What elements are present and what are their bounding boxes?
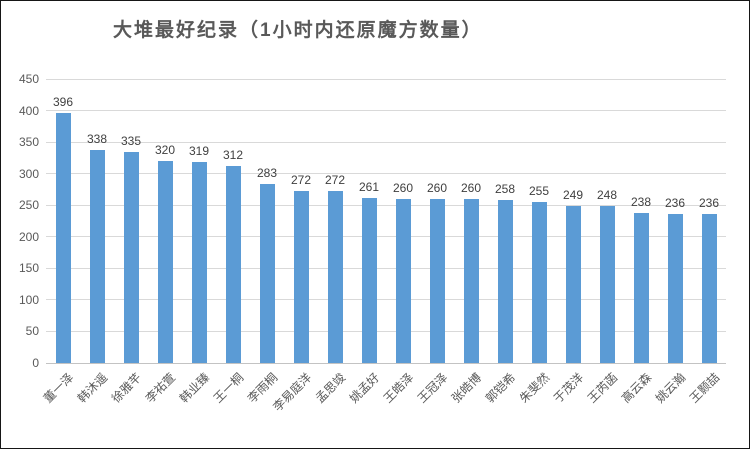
- value-label-王芮菡: 248: [596, 188, 618, 202]
- bar-王颢喆: [701, 214, 717, 363]
- y-axis-tick-300: 300: [18, 166, 39, 181]
- bar-董一泽: [55, 113, 71, 363]
- value-label-姚孟好: 261: [358, 180, 380, 194]
- x-axis-label-高云森: 高云森: [618, 370, 655, 406]
- y-axis-tick-0: 0: [32, 356, 39, 370]
- value-label-王皓泽: 260: [392, 181, 414, 195]
- value-label-王颢喆: 236: [698, 196, 720, 210]
- y-axis-tick-350: 350: [18, 135, 39, 150]
- gridline-450: [46, 78, 726, 80]
- bar-李易庭洋: [293, 191, 309, 363]
- x-axis-label-朱斐然: 朱斐然: [516, 370, 553, 406]
- value-label-张皓博: 260: [460, 181, 482, 195]
- x-axis-label-李祐萱: 李祐萱: [142, 370, 179, 406]
- y-axis-tick-400: 400: [18, 103, 39, 118]
- bar-高云森: [633, 213, 649, 363]
- x-axis-label-郭铠希: 郭铠希: [482, 370, 519, 406]
- x-axis-label-徐雅芊: 徐雅芊: [108, 370, 145, 406]
- gridline-150: [46, 267, 726, 269]
- x-axis-label-韩沐遥: 韩沐遥: [74, 370, 111, 406]
- bar-徐雅芊: [123, 152, 139, 363]
- bar-姚云瀚: [667, 214, 683, 363]
- gridline-50: [46, 330, 726, 332]
- bar-王一桐: [225, 166, 241, 363]
- bar-姚孟好: [361, 198, 377, 363]
- value-label-李祐萱: 320: [154, 143, 176, 157]
- chart-title: 大堆最好纪录（1小时内还原魔方数量）: [113, 20, 483, 41]
- y-axis-tick-250: 250: [18, 198, 39, 213]
- gridline-350: [46, 141, 726, 143]
- bar-孟思竣: [327, 191, 343, 363]
- value-label-孟思竣: 272: [324, 173, 346, 187]
- value-label-李雨桐: 283: [256, 166, 278, 180]
- x-axis-label-王芮菡: 王芮菡: [584, 370, 621, 406]
- y-axis-tick-50: 50: [25, 324, 39, 339]
- gridline-400: [46, 110, 726, 112]
- value-label-韩业臻: 319: [188, 144, 210, 158]
- x-axis-label-姚云瀚: 姚云瀚: [652, 370, 689, 406]
- gridline-300: [46, 173, 726, 175]
- x-axis-label-董一泽: 董一泽: [40, 370, 77, 406]
- bar-李雨桐: [259, 184, 275, 363]
- x-axis-label-孟思竣: 孟思竣: [312, 370, 349, 406]
- bar-于茂洋: [565, 206, 581, 363]
- value-label-王冠泽: 260: [426, 181, 448, 195]
- gridline-250: [46, 204, 726, 206]
- value-label-董一泽: 396: [52, 95, 74, 109]
- x-axis-label-姚孟好: 姚孟好: [346, 370, 383, 406]
- x-axis-label-张皓博: 张皓博: [448, 370, 485, 406]
- y-axis-tick-450: 450: [18, 72, 39, 86]
- x-axis-label-韩业臻: 韩业臻: [176, 370, 213, 406]
- bar-韩沐遥: [89, 150, 105, 363]
- x-axis-label-王皓泽: 王皓泽: [380, 370, 417, 406]
- bar-王皓泽: [395, 199, 411, 363]
- gridline-200: [46, 236, 726, 238]
- gridline-0: [46, 362, 726, 364]
- bar-王芮菡: [599, 206, 615, 363]
- bar-韩业臻: [191, 162, 207, 363]
- bar-郭铠希: [497, 200, 513, 363]
- x-axis-label-王一桐: 王一桐: [210, 370, 247, 406]
- value-label-徐雅芊: 335: [120, 134, 142, 148]
- value-label-李易庭洋: 272: [290, 173, 312, 187]
- x-axis-label-于茂洋: 于茂洋: [550, 370, 587, 406]
- x-axis-label-王冠泽: 王冠泽: [414, 370, 451, 406]
- gridline-100: [46, 299, 726, 301]
- value-label-于茂洋: 249: [562, 188, 584, 202]
- value-label-郭铠希: 258: [494, 182, 516, 196]
- y-axis-tick-150: 150: [18, 261, 39, 276]
- x-axis-label-王颢喆: 王颢喆: [686, 370, 723, 406]
- value-label-王一桐: 312: [222, 148, 244, 162]
- plot-area: 396 董一泽 338 韩沐遥 335 徐雅芊 320 李祐萱 319 韩业臻 312 王一桐 283 李…: [41, 78, 726, 414]
- value-label-姚云瀚: 236: [664, 196, 686, 210]
- bar-王冠泽: [429, 199, 445, 363]
- bar-朱斐然: [531, 202, 547, 363]
- bar-李祐萱: [157, 161, 173, 363]
- bar-张皓博: [463, 199, 479, 363]
- y-axis-tick-100: 100: [18, 292, 39, 307]
- value-label-韩沐遥: 338: [86, 132, 108, 146]
- value-label-朱斐然: 255: [528, 184, 550, 198]
- value-label-高云森: 238: [630, 195, 652, 209]
- y-axis-tick-200: 200: [18, 229, 39, 244]
